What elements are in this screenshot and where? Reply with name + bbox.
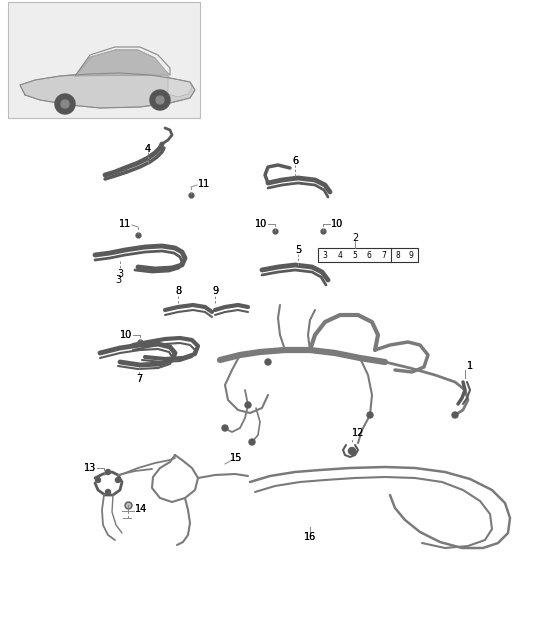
Circle shape [150, 90, 170, 110]
Text: 15: 15 [230, 453, 242, 463]
Circle shape [249, 439, 255, 445]
Text: 9: 9 [212, 286, 218, 296]
Text: 5: 5 [295, 245, 301, 255]
Text: 7: 7 [136, 374, 142, 384]
Text: 10: 10 [255, 219, 267, 229]
Text: 8: 8 [395, 251, 400, 259]
Text: 6: 6 [292, 156, 298, 166]
Circle shape [452, 412, 458, 418]
Text: 10: 10 [331, 219, 343, 229]
Text: 7: 7 [136, 374, 142, 384]
Circle shape [265, 359, 271, 365]
Text: 4: 4 [337, 251, 342, 259]
Text: 1: 1 [467, 361, 473, 371]
Text: 16: 16 [304, 532, 316, 542]
Text: 10: 10 [331, 219, 343, 229]
Text: 11: 11 [198, 179, 210, 189]
Circle shape [367, 412, 373, 418]
Circle shape [61, 100, 69, 108]
Bar [318, 248, 418, 262]
Text: 13: 13 [84, 463, 96, 473]
Text: 5: 5 [295, 245, 301, 255]
Text: 3: 3 [115, 275, 121, 285]
Text: 4: 4 [145, 144, 151, 154]
Bar [8, 2, 200, 118]
Circle shape [156, 96, 164, 104]
Text: 14: 14 [135, 504, 147, 514]
Text: 13: 13 [84, 463, 96, 473]
Circle shape [348, 448, 355, 455]
Text: 6: 6 [292, 156, 298, 166]
Text: 2: 2 [352, 233, 358, 243]
Text: 4: 4 [145, 144, 151, 154]
Text: 3: 3 [117, 269, 123, 279]
Text: 10: 10 [255, 219, 267, 229]
Circle shape [245, 402, 251, 408]
Text: 3: 3 [323, 251, 328, 259]
Text: 11: 11 [119, 219, 131, 229]
Text: 9: 9 [212, 286, 218, 296]
Text: 14: 14 [135, 504, 147, 514]
Circle shape [106, 489, 111, 494]
Text: 8: 8 [175, 286, 181, 296]
Text: 10: 10 [120, 330, 132, 340]
Text: 9: 9 [409, 251, 414, 259]
Text: 8: 8 [175, 286, 181, 296]
Polygon shape [20, 50, 195, 108]
Text: 12: 12 [352, 428, 364, 438]
Circle shape [116, 477, 120, 482]
Circle shape [222, 425, 228, 431]
Circle shape [55, 94, 75, 114]
Polygon shape [168, 78, 192, 97]
Text: 7: 7 [382, 251, 386, 259]
Text: 1: 1 [467, 361, 473, 371]
Circle shape [106, 470, 111, 475]
Text: 16: 16 [304, 532, 316, 542]
Text: 11: 11 [198, 179, 210, 189]
Text: 5: 5 [352, 251, 357, 259]
Text: 6: 6 [367, 251, 372, 259]
Polygon shape [75, 50, 170, 76]
Text: 10: 10 [120, 330, 132, 340]
Text: 11: 11 [119, 219, 131, 229]
Text: 15: 15 [230, 453, 242, 463]
Circle shape [95, 477, 100, 482]
Text: 12: 12 [352, 428, 364, 438]
